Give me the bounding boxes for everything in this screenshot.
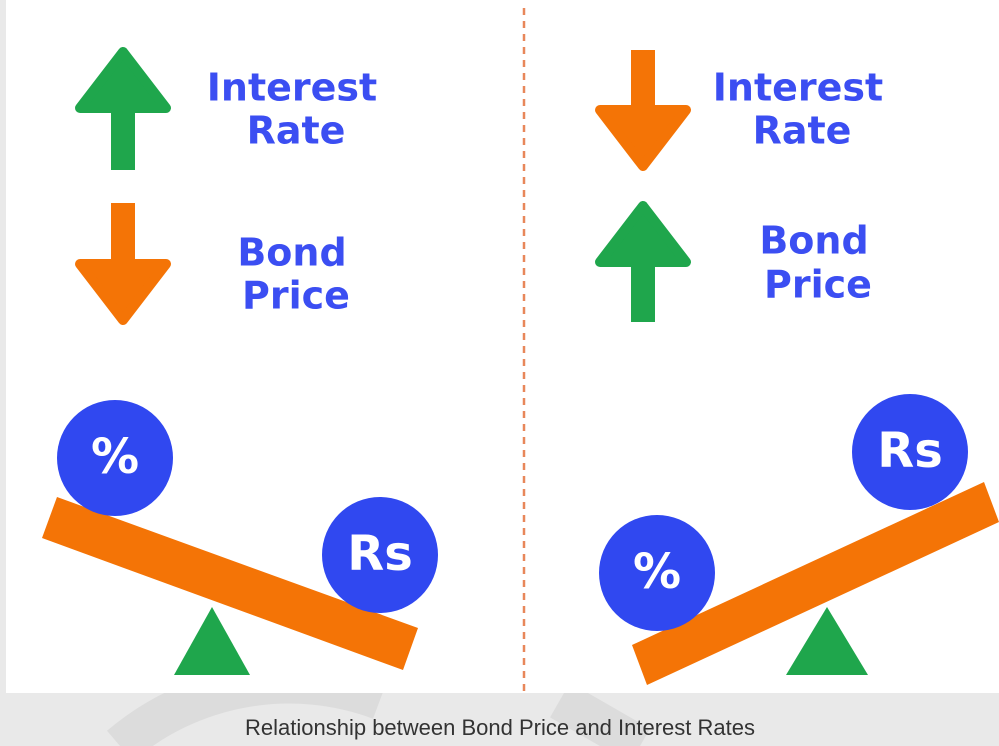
circle-symbol: % bbox=[633, 544, 681, 600]
label-line: Price bbox=[764, 263, 872, 307]
caption: Relationship between Bond Price and Inte… bbox=[245, 715, 755, 740]
circle-symbol: Rs bbox=[877, 423, 943, 479]
label-line: Price bbox=[242, 274, 350, 318]
label-line: Bond bbox=[237, 231, 346, 275]
label-line: Bond bbox=[759, 219, 868, 263]
label-line: Rate bbox=[753, 109, 852, 153]
circle-symbol: % bbox=[91, 429, 139, 485]
label-line: Interest bbox=[207, 66, 377, 110]
infographic: Interest Rate Bond Price % Rs Interest R… bbox=[0, 0, 999, 746]
circle-symbol: Rs bbox=[347, 526, 413, 582]
label-line: Interest bbox=[713, 66, 883, 110]
label-line: Rate bbox=[247, 109, 346, 153]
